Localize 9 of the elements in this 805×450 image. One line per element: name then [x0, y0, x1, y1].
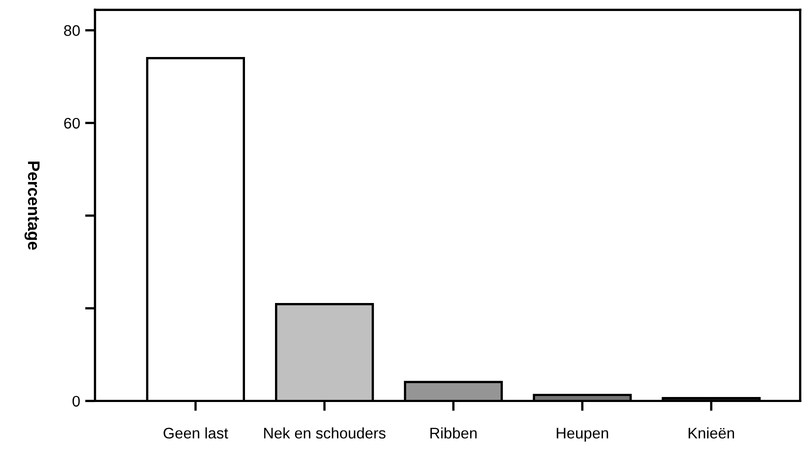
y-axis-title: Percentage	[24, 162, 40, 250]
x-tick-label: Heupen	[556, 428, 608, 442]
x-tick-label: Geen last	[164, 427, 228, 439]
y-tick-label: 60	[64, 118, 80, 129]
x-tick-label: Knieën	[688, 427, 734, 439]
y-tick-label: 80	[64, 25, 80, 36]
x-tick-label: Ribben	[430, 427, 477, 439]
x-tick-label: Nek en schouders	[264, 427, 386, 439]
y-tick-label: 0	[72, 396, 80, 407]
